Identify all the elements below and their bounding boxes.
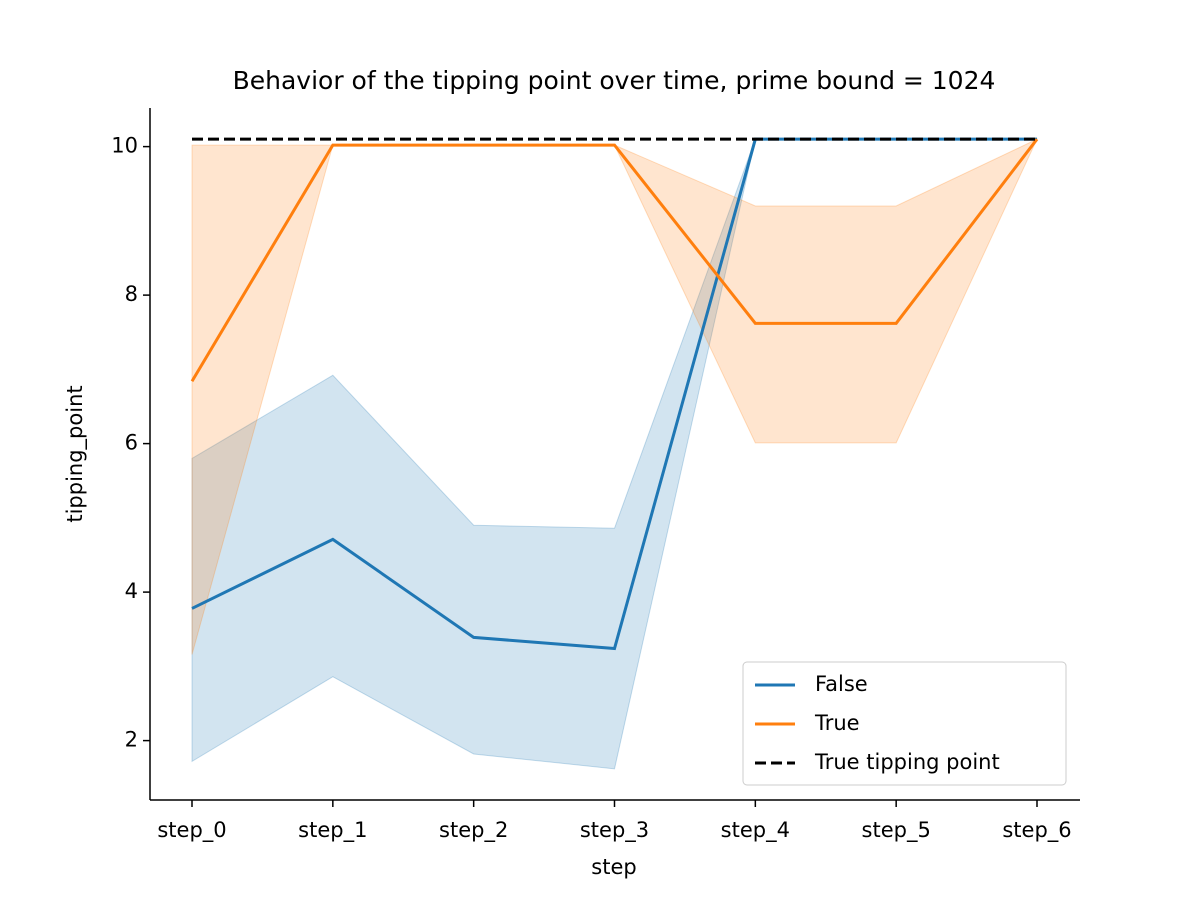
chart-title: Behavior of the tipping point over time,… (233, 66, 996, 95)
series-line (190, 138, 1039, 383)
legend-label: True (814, 711, 860, 735)
x-tick-label: step_1 (298, 818, 367, 843)
legend-box (742, 661, 1067, 786)
x-tick-label: step_3 (580, 818, 649, 843)
x-tick-label: step_4 (721, 818, 790, 843)
y-tick-label: 10 (111, 134, 138, 158)
x-tick-label: step_0 (157, 818, 226, 843)
x-tick-label: step_5 (862, 818, 931, 843)
legend-label: False (815, 672, 868, 696)
x-axis-label: step (591, 855, 636, 879)
y-tick-label: 6 (125, 431, 138, 455)
y-tick-label: 8 (125, 282, 138, 306)
legend-label: True tipping point (814, 750, 1000, 774)
y-axis-label: tipping_point (63, 385, 88, 522)
y-tick-label: 4 (125, 579, 138, 603)
x-tick-label: step_2 (439, 818, 508, 843)
y-tick-label: 2 (125, 728, 138, 752)
x-tick-label: step_6 (1002, 818, 1071, 843)
